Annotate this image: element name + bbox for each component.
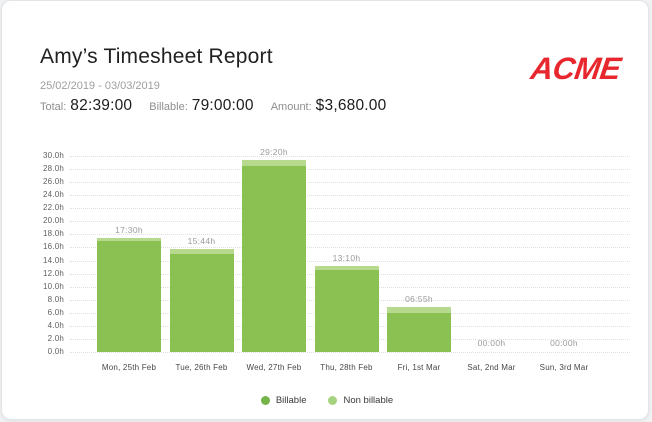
x-axis-label: Sat, 2nd Mar bbox=[467, 363, 516, 372]
stat-amount-label: Amount: bbox=[270, 101, 312, 113]
x-axis-label: Thu, 28th Feb bbox=[320, 363, 373, 372]
bar-value-label: 00:00h bbox=[550, 338, 578, 348]
date-range: 25/02/2019 - 03/03/2019 bbox=[40, 80, 160, 92]
stat-billable-value: 79:00:00 bbox=[191, 97, 254, 114]
bar-value-label: 15:44h bbox=[187, 236, 216, 247]
summary-stats: Total: 82:39:00 Billable: 79:00:00 Amoun… bbox=[40, 97, 386, 115]
x-axis-label: Sun, 3rd Mar bbox=[539, 363, 589, 372]
bar-segment-billable bbox=[242, 165, 306, 352]
gridline bbox=[70, 208, 630, 210]
legend-dot-billable bbox=[260, 396, 270, 405]
y-axis-tick-label: 18.0h bbox=[42, 229, 64, 239]
x-axis-label: Fri, 1st Mar bbox=[397, 363, 441, 372]
gridline bbox=[70, 169, 630, 171]
legend-item-non-billable: Non billable bbox=[328, 395, 393, 406]
gridline bbox=[70, 260, 630, 262]
bar-segment-non-billable bbox=[169, 249, 234, 254]
bar-value-label: 00:00h bbox=[477, 338, 506, 348]
bar-segment-non-billable bbox=[242, 160, 306, 166]
x-axis-label: Tue, 26th Feb bbox=[175, 363, 228, 372]
stat-total: Total: 82:39:00 bbox=[40, 97, 132, 115]
y-axis-tick-label: 24.0h bbox=[42, 190, 64, 200]
y-axis-tick-label: 0.0h bbox=[47, 347, 64, 356]
gridline bbox=[70, 182, 630, 184]
bar-value-label: 17:30h bbox=[115, 224, 143, 235]
stat-total-label: Total: bbox=[40, 101, 67, 113]
stat-billable: Billable: 79:00:00 bbox=[149, 97, 253, 115]
x-axis-label: Mon, 25th Feb bbox=[101, 363, 157, 372]
y-axis-tick-label: 16.0h bbox=[42, 242, 64, 252]
gridline bbox=[70, 247, 630, 249]
y-axis-tick-label: 30.0h bbox=[42, 151, 64, 160]
y-axis-tick-label: 28.0h bbox=[42, 164, 64, 174]
bar-segment-billable bbox=[169, 254, 234, 352]
y-axis-tick-label: 14.0h bbox=[42, 255, 64, 265]
gridline bbox=[70, 156, 630, 157]
chart-legend: Billable Non billable bbox=[2, 395, 652, 406]
legend-item-billable: Billable bbox=[260, 395, 307, 406]
y-axis-tick-label: 10.0h bbox=[42, 281, 64, 291]
bar-segment-non-billable bbox=[314, 265, 379, 271]
y-axis-tick-label: 22.0h bbox=[42, 203, 64, 213]
legend-dot-non-billable bbox=[328, 396, 338, 405]
bar-segment-billable bbox=[314, 270, 379, 352]
bar-segment-non-billable bbox=[387, 306, 451, 313]
stat-amount: Amount: $3,680.00 bbox=[271, 97, 387, 115]
bar-value-label: 29:20h bbox=[260, 147, 288, 158]
bar-segment-billable bbox=[387, 312, 451, 352]
page-title: Amy’s Timesheet Report bbox=[40, 45, 273, 68]
y-axis-tick-label: 26.0h bbox=[42, 177, 64, 187]
bar-segment-billable bbox=[97, 240, 161, 352]
stat-total-value: 82:39:00 bbox=[70, 97, 133, 114]
gridline bbox=[70, 195, 630, 197]
legend-label-non-billable: Non billable bbox=[343, 395, 394, 406]
legend-label-billable: Billable bbox=[275, 395, 307, 406]
y-axis-tick-label: 12.0h bbox=[42, 268, 64, 278]
bar-value-label: 06:55h bbox=[405, 293, 433, 304]
y-axis-tick-label: 6.0h bbox=[47, 307, 64, 317]
stat-billable-label: Billable: bbox=[149, 101, 188, 113]
gridline bbox=[70, 352, 630, 353]
y-axis-tick-label: 4.0h bbox=[47, 320, 64, 330]
y-axis-tick-label: 2.0h bbox=[47, 333, 64, 343]
x-axis-label: Wed, 27th Feb bbox=[246, 363, 302, 372]
y-axis-tick-label: 20.0h bbox=[42, 216, 64, 226]
y-axis-tick-label: 8.0h bbox=[47, 294, 64, 304]
gridline bbox=[70, 234, 630, 236]
bar-segment-non-billable bbox=[97, 237, 161, 241]
gridline bbox=[70, 221, 630, 223]
stat-amount-value: $3,680.00 bbox=[315, 97, 387, 114]
bar-value-label: 13:10h bbox=[332, 252, 361, 263]
